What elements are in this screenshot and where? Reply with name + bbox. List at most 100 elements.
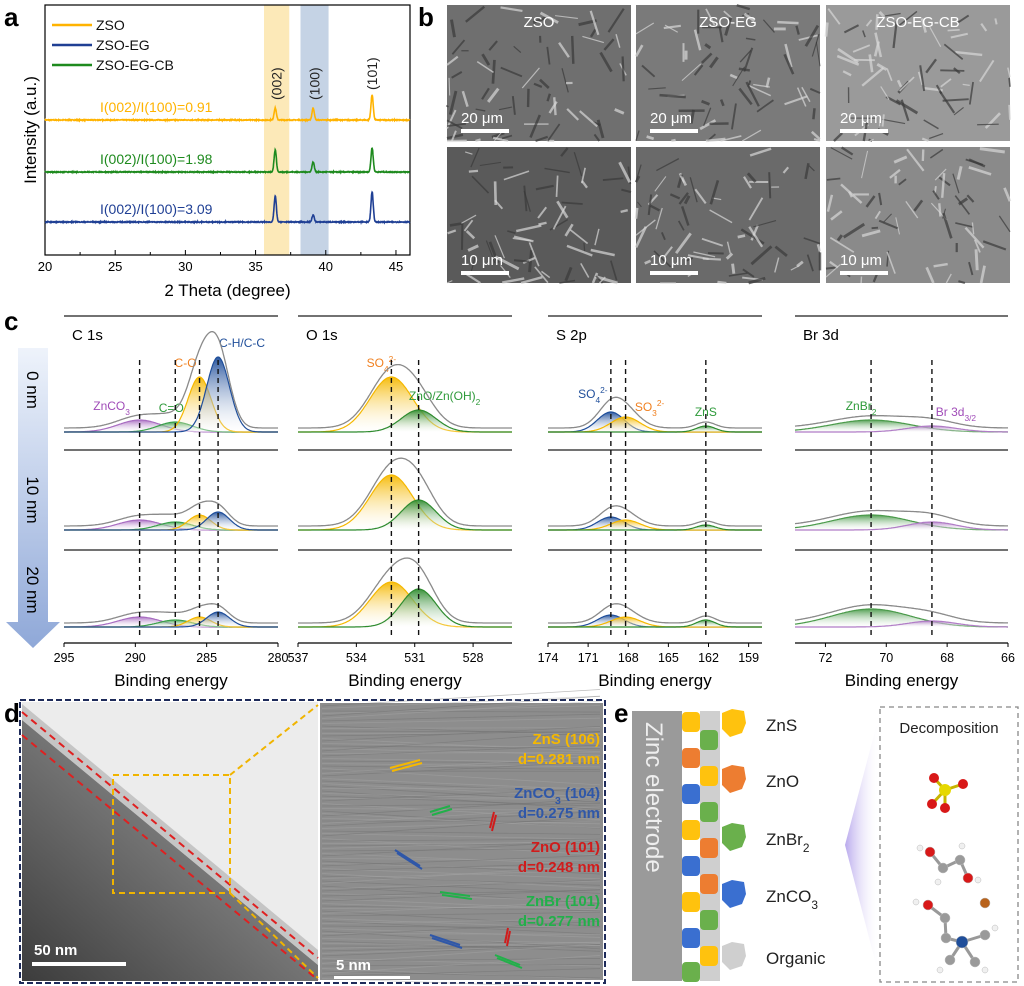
sem-texture	[843, 24, 860, 34]
sem-texture	[842, 70, 852, 77]
sem-texture	[720, 135, 742, 142]
component-label: C-H/C-C	[219, 336, 265, 350]
sem-texture	[511, 96, 516, 115]
lattice-marker	[441, 894, 473, 900]
lattice-fringe-texture	[321, 763, 601, 768]
sem-texture	[929, 26, 942, 47]
sem-texture	[513, 45, 522, 54]
legend-entry: ZSO-EG	[96, 37, 150, 53]
lattice-fringe-texture	[321, 780, 601, 793]
lattice-fringe-texture	[321, 968, 601, 980]
subplot-title: S 2p	[556, 327, 587, 344]
atom	[924, 846, 936, 858]
sem-texture	[886, 68, 893, 82]
lattice-fringe-texture	[321, 854, 601, 867]
atom	[944, 954, 956, 966]
sem-texture	[830, 147, 853, 160]
sem-texture	[465, 230, 476, 240]
component-fill	[64, 612, 278, 627]
lattice-fringe-texture	[321, 839, 601, 849]
label-part: SO	[367, 356, 384, 370]
sem-texture	[826, 177, 841, 181]
sem-texture	[603, 38, 615, 51]
sem-texture	[1008, 104, 1011, 120]
sem-texture	[861, 150, 869, 179]
label-part: Br 3d	[936, 405, 965, 419]
lattice-fringe-texture	[321, 918, 601, 924]
x-axis-label: 2 Theta (degree)	[164, 281, 290, 300]
sem-image: 10 μm	[446, 147, 632, 285]
sem-texture	[878, 118, 881, 127]
x-axis-label: Binding energy	[348, 671, 462, 690]
sem-texture	[923, 119, 939, 130]
sem-texture	[739, 49, 752, 63]
component-fill	[548, 426, 762, 432]
sei-grain	[682, 748, 700, 768]
panel-label: a	[4, 2, 19, 32]
sem-texture	[955, 222, 974, 228]
sem-texture	[582, 35, 604, 44]
lattice-fringe-texture	[321, 778, 601, 791]
lattice-fringe-texture	[321, 833, 601, 840]
sem-texture	[723, 10, 733, 19]
sem-texture	[677, 220, 685, 231]
sem-texture	[521, 67, 540, 89]
sem-texture	[748, 84, 772, 97]
x-tick-label: 290	[125, 651, 146, 665]
sem-texture	[973, 239, 981, 253]
sem-texture	[602, 177, 624, 181]
sem-texture	[824, 22, 829, 37]
sem-texture	[1007, 67, 1011, 78]
sem-texture	[913, 199, 924, 212]
sem-texture	[905, 200, 919, 219]
legend-swatch-phase	[722, 823, 746, 851]
lattice-fringe-texture	[321, 755, 601, 774]
sem-texture	[868, 54, 874, 73]
ethylene-glycol-molecule-icon	[916, 842, 982, 886]
sem-texture	[493, 181, 498, 206]
sei-grain	[700, 910, 718, 930]
choline-bromide-molecule-icon	[912, 897, 999, 974]
panel-e-schematic: Zinc electrode ZnS ZnO ZnBr2 ZnCO3 Organic Dec…	[632, 706, 1019, 983]
lattice-fringe-texture	[321, 925, 601, 929]
sem-texture	[683, 195, 691, 205]
d-spacing-label: d=0.248 nm	[518, 859, 600, 876]
sem-texture	[537, 206, 548, 219]
label-part: ZnO	[766, 772, 799, 791]
atom	[979, 897, 991, 909]
sem-texture	[873, 41, 880, 57]
sem-texture	[874, 210, 881, 220]
sem-texture	[533, 82, 543, 88]
component-fill	[795, 621, 1008, 627]
lattice-fringe-texture	[321, 798, 601, 817]
sem-texture	[680, 205, 690, 226]
lattice-fringe-texture	[321, 963, 601, 967]
component-fill	[64, 512, 278, 530]
scale-bar	[461, 271, 509, 275]
sem-texture	[796, 87, 807, 107]
sem-texture	[520, 275, 543, 285]
sem-texture	[886, 251, 896, 274]
lattice-fringe-texture	[321, 705, 601, 714]
sem-texture	[566, 244, 593, 257]
sem-texture	[580, 262, 590, 278]
component-label: ZnS	[695, 405, 717, 419]
component-line	[64, 611, 278, 628]
sem-texture	[947, 29, 960, 32]
sem-texture	[812, 108, 816, 120]
sem-texture	[599, 51, 613, 73]
component-line	[64, 511, 278, 531]
sem-texture	[500, 66, 523, 78]
x-axis-label: Binding energy	[598, 671, 712, 690]
hrtem-image	[320, 703, 603, 980]
zoom-connector-line	[229, 704, 319, 776]
lattice-marker	[504, 927, 509, 944]
sem-texture	[736, 4, 751, 11]
sem-texture	[974, 249, 979, 271]
label-part: 3	[652, 408, 657, 418]
d-spacing-label: d=0.275 nm	[518, 805, 600, 822]
lattice-fringe-texture	[321, 730, 601, 733]
sem-texture	[962, 83, 970, 87]
